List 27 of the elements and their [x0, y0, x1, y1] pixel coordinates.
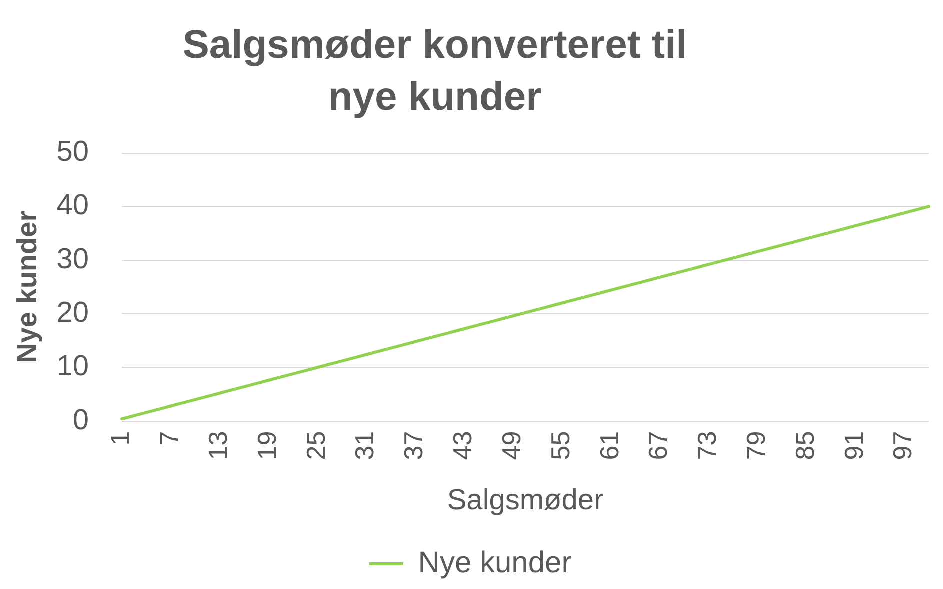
y-tick-label: 40 — [56, 190, 89, 222]
x-tick-label: 31 — [350, 431, 380, 460]
y-tick-label: 50 — [56, 136, 89, 168]
legend-label: Nye kunder — [418, 546, 572, 580]
x-tick-label: 49 — [496, 431, 526, 460]
x-tick-label: 67 — [643, 431, 674, 460]
x-tick-label: 7 — [154, 431, 184, 446]
x-tick-label: 43 — [448, 431, 478, 460]
x-tick-label: 19 — [252, 431, 282, 460]
x-tick-label: 97 — [888, 431, 918, 460]
x-tick-label: 91 — [838, 431, 869, 460]
y-tick-label: 0 — [72, 404, 89, 436]
x-tick-label: 55 — [545, 431, 576, 460]
x-tick-label: 25 — [300, 431, 331, 460]
x-tick-label: 85 — [790, 431, 820, 460]
x-tick-label: 1 — [105, 431, 136, 446]
x-axis-title: Salgsmøder — [447, 484, 604, 517]
x-tick-label: 61 — [594, 431, 624, 460]
chart-title: Salgsmøder konverteret til nye kunder — [182, 22, 688, 121]
x-tick-label: 37 — [398, 431, 429, 460]
y-tick-label: 10 — [56, 350, 89, 383]
x-tick-label: 13 — [202, 431, 233, 460]
y-tick-label: 30 — [56, 243, 89, 276]
y-axis-title: Nye kunder — [12, 210, 43, 364]
y-tick-label: 20 — [56, 296, 89, 329]
x-tick-label: 73 — [692, 431, 722, 460]
x-tick-label: 79 — [740, 431, 771, 460]
